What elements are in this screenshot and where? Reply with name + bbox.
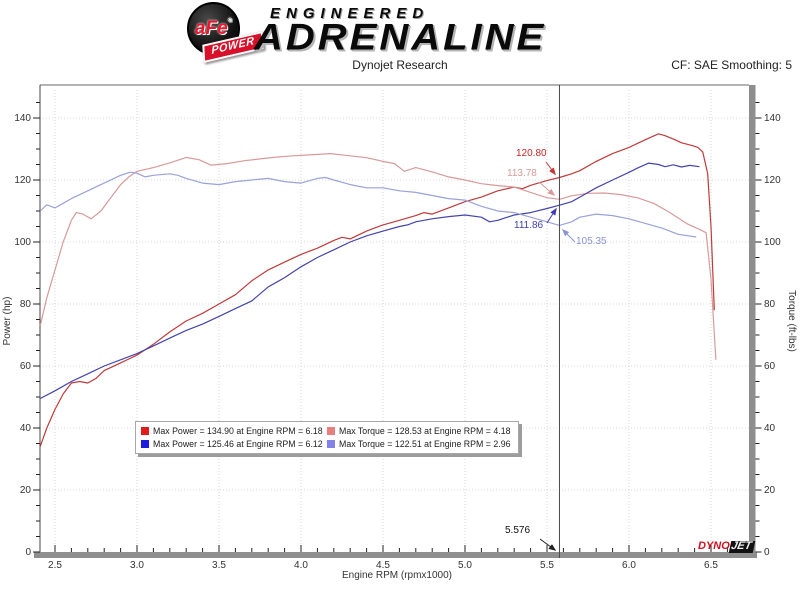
y-tick-label-right: 100 xyxy=(764,237,781,248)
cursor-value-torque-stock: 105.35 xyxy=(576,236,607,247)
cursor-rpm-label: 5.576 xyxy=(505,525,531,536)
legend-label: Max Torque = 128.53 at Engine RPM = 4.18 xyxy=(339,426,511,436)
arrow-power-afe xyxy=(545,161,556,176)
arrow-power-stock xyxy=(546,207,557,224)
legend-item-torque-stock: Max Torque = 122.51 at Engine RPM = 2.96 xyxy=(327,439,513,449)
y-tick-label-right: 0 xyxy=(764,547,770,558)
y-tick-label-left: 80 xyxy=(20,299,32,310)
curve-torque-afe xyxy=(39,153,717,360)
x-tick-label: 5.5 xyxy=(540,560,554,571)
y-tick-label-right: 80 xyxy=(764,299,776,310)
correction-factor-label: CF: SAE Smoothing: 5 xyxy=(671,58,792,72)
dynojet-logo-dyno: DYNO xyxy=(698,540,730,552)
y-tick-label-left: 0 xyxy=(25,547,31,558)
x-tick-label: 3.5 xyxy=(212,560,226,571)
y-tick-label-left: 100 xyxy=(14,237,31,248)
y-tick-label-right: 20 xyxy=(764,485,776,496)
cursor-value-torque-afe: 113.78 xyxy=(507,168,537,179)
x-tick-label: 4.5 xyxy=(376,560,390,571)
curve-power-stock xyxy=(39,162,700,400)
engineered-adrenaline-logo: ENGINEERED ADRENALINE xyxy=(254,5,546,56)
legend-swatch-power-stock xyxy=(141,440,149,448)
y-tick-label-left: 60 xyxy=(20,361,32,372)
cursor-value-power-stock: 111.86 xyxy=(514,220,544,231)
chart-title: Dynojet Research xyxy=(352,58,448,72)
y-tick-label-left: 40 xyxy=(20,423,32,434)
y-tick-label-right: 120 xyxy=(764,175,781,186)
legend-item-power-afe: Max Power = 134.90 at Engine RPM = 6.18 xyxy=(141,426,327,436)
legend-item-torque-afe: Max Torque = 128.53 at Engine RPM = 4.18 xyxy=(327,426,513,436)
y-tick-label-left: 120 xyxy=(14,175,31,186)
dynojet-logo-jet: JET xyxy=(728,540,756,553)
legend-swatch-torque-stock xyxy=(327,440,335,448)
dynojet-logo: DYNOJET xyxy=(698,540,756,553)
legend-label: Max Power = 134.90 at Engine RPM = 6.18 xyxy=(153,426,323,436)
arrow-cursor-rpm xyxy=(539,538,557,551)
x-tick-label: 3.0 xyxy=(130,560,144,571)
afe-logo-text: aFe® xyxy=(194,17,233,39)
legend-label: Max Power = 125.46 at Engine RPM = 6.12 xyxy=(153,439,323,449)
cursor-value-power-afe: 120.80 xyxy=(516,148,547,159)
x-axis-title: Engine RPM (rpmx1000) xyxy=(342,570,452,581)
y-axis-title-left: Power (hp) xyxy=(2,297,13,346)
curve-power-afe xyxy=(39,133,715,447)
x-tick-label: 5.0 xyxy=(458,560,472,571)
y-tick-label-left: 20 xyxy=(20,485,32,496)
legend: Max Power = 134.90 at Engine RPM = 6.18 … xyxy=(135,421,519,454)
y-tick-label-right: 140 xyxy=(764,113,781,124)
x-tick-label: 4.0 xyxy=(294,560,308,571)
logo-line-adrenaline: ADRENALINE xyxy=(254,17,547,58)
logo-line-engineered: ENGINEERED xyxy=(270,5,430,22)
legend-label: Max Torque = 122.51 at Engine RPM = 2.96 xyxy=(339,439,511,449)
legend-swatch-power-afe xyxy=(141,427,149,435)
arrow-torque-afe xyxy=(538,181,556,196)
x-tick-label: 6.5 xyxy=(704,560,718,571)
afe-power-logo: aFe® POWER xyxy=(187,2,264,64)
arrow-torque-stock xyxy=(561,228,576,243)
registered-mark-icon: ® xyxy=(227,17,233,24)
y-tick-label-left: 140 xyxy=(14,113,31,124)
y-tick-label-right: 40 xyxy=(764,423,776,434)
y-tick-label-right: 60 xyxy=(764,361,776,372)
legend-swatch-torque-afe xyxy=(327,427,335,435)
curve-torque-stock xyxy=(39,171,697,238)
x-axis-bar xyxy=(34,552,757,558)
x-tick-label: 6.0 xyxy=(622,560,636,571)
legend-item-power-stock: Max Power = 125.46 at Engine RPM = 6.12 xyxy=(141,439,327,449)
y-axis-bar-right xyxy=(749,85,756,558)
y-axis-title-right: Torque (ft-lbs) xyxy=(786,290,797,352)
x-tick-label: 2.5 xyxy=(48,560,62,571)
